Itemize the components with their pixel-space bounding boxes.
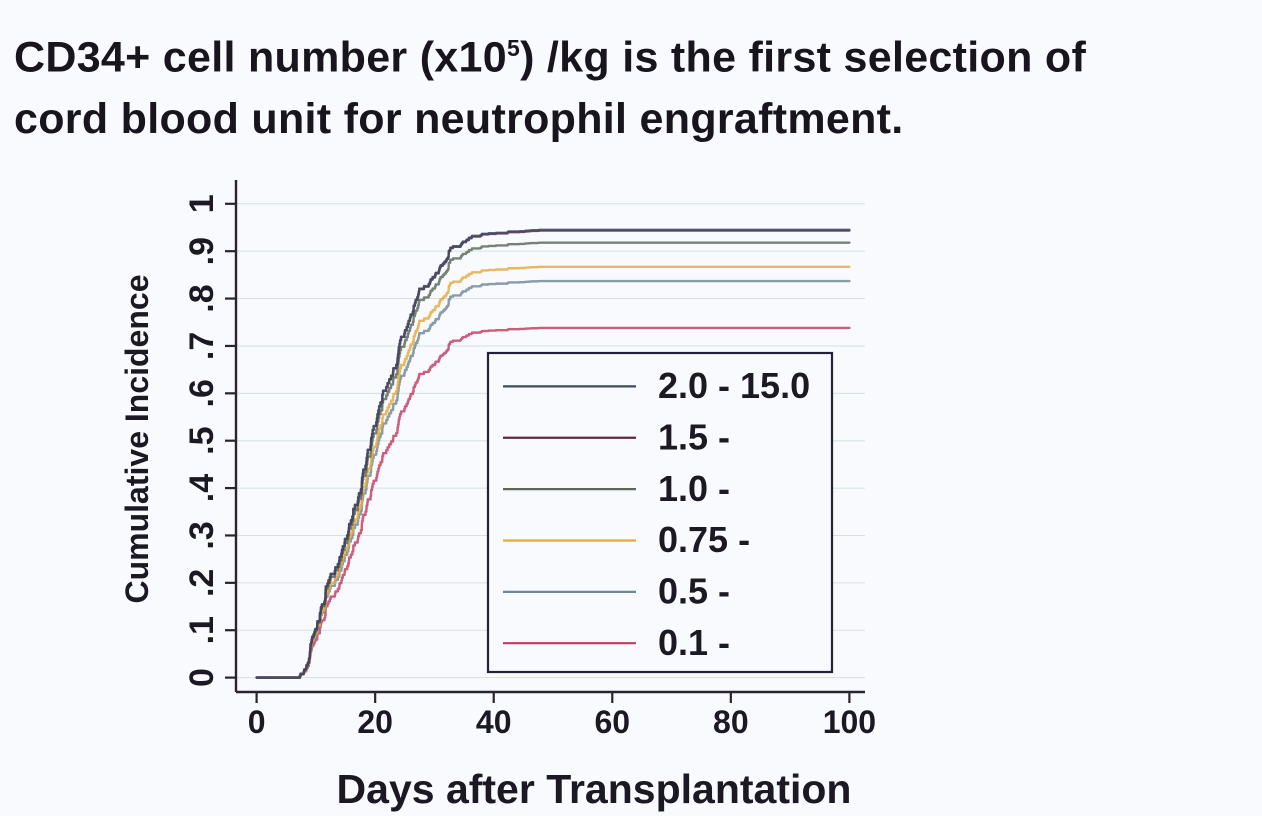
svg-text:0.75 -: 0.75 - xyxy=(658,519,750,560)
svg-text:1.0 -: 1.0 - xyxy=(658,468,730,509)
svg-text:0.1 -: 0.1 - xyxy=(658,622,730,663)
svg-text:.4: .4 xyxy=(183,474,221,502)
svg-text:.6: .6 xyxy=(183,379,221,407)
svg-text:Cumulative Incidence: Cumulative Incidence xyxy=(119,275,155,604)
svg-text:100: 100 xyxy=(823,704,876,740)
svg-text:60: 60 xyxy=(594,704,630,740)
svg-text:2.0 - 15.0: 2.0 - 15.0 xyxy=(658,365,810,406)
svg-text:.7: .7 xyxy=(183,332,221,360)
svg-text:0: 0 xyxy=(183,668,221,687)
svg-text:.9: .9 xyxy=(183,237,221,265)
svg-text:0.5 -: 0.5 - xyxy=(658,571,730,612)
svg-text:20: 20 xyxy=(357,704,393,740)
svg-text:40: 40 xyxy=(476,704,512,740)
svg-text:Days after Transplantation: Days after Transplantation xyxy=(337,766,852,812)
svg-text:.5: .5 xyxy=(183,427,221,455)
svg-text:80: 80 xyxy=(713,704,749,740)
svg-text:.8: .8 xyxy=(183,284,221,312)
svg-text:0: 0 xyxy=(248,704,266,740)
svg-text:1.5 -: 1.5 - xyxy=(658,416,730,457)
svg-text:1: 1 xyxy=(183,194,221,213)
svg-text:.3: .3 xyxy=(183,521,221,549)
svg-text:.1: .1 xyxy=(183,616,221,644)
svg-text:.2: .2 xyxy=(183,569,221,597)
